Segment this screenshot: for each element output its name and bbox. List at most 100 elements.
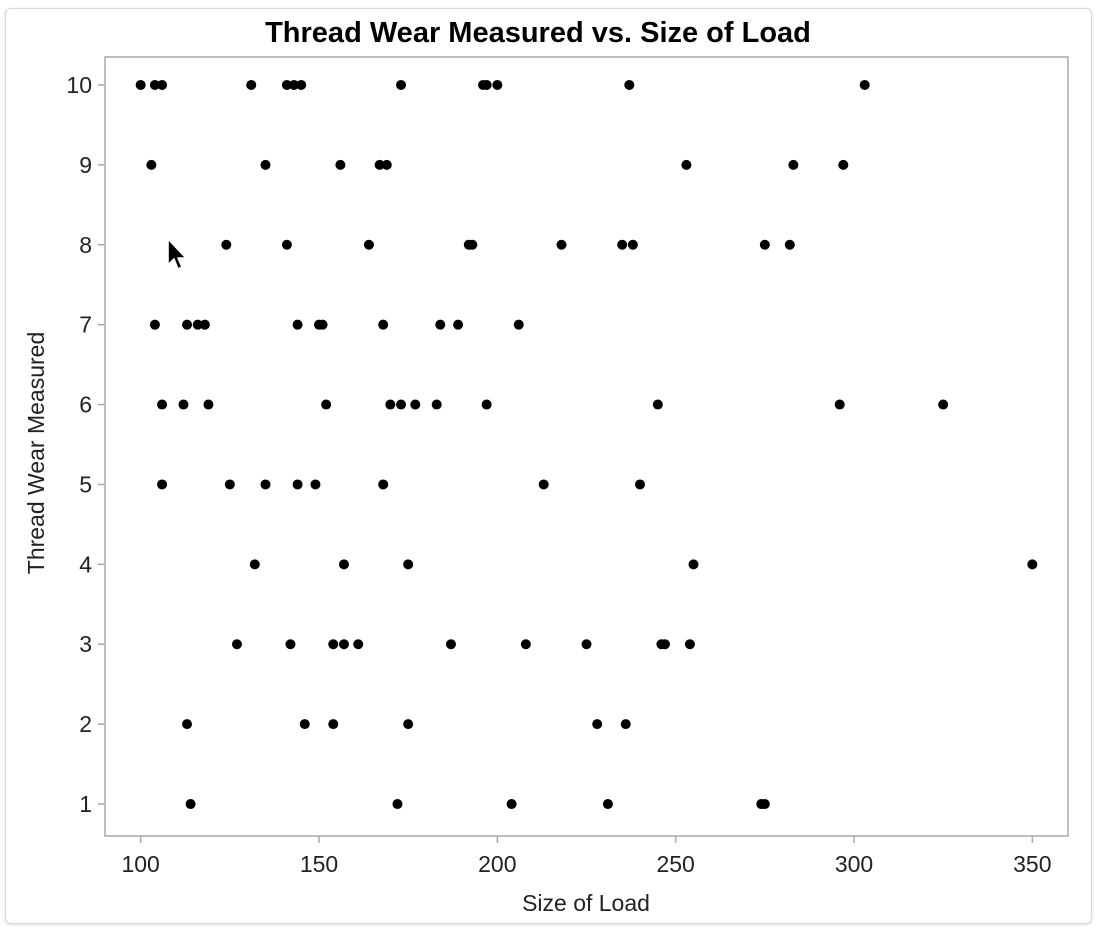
data-point — [538, 479, 549, 490]
data-point — [199, 319, 210, 330]
data-point — [224, 479, 235, 490]
data-point — [617, 239, 628, 250]
data-point — [246, 79, 257, 90]
data-point — [310, 479, 321, 490]
data-point — [363, 239, 374, 250]
data-point — [396, 79, 407, 90]
data-point — [652, 399, 663, 410]
data-point — [592, 719, 603, 730]
data-point — [520, 639, 531, 650]
data-point — [627, 239, 638, 250]
data-point — [178, 399, 189, 410]
data-point — [328, 719, 339, 730]
x-tick-label: 250 — [656, 851, 694, 877]
data-point — [403, 719, 414, 730]
data-point — [435, 319, 446, 330]
x-axis-label: Size of Load — [522, 890, 650, 916]
y-tick-label: 4 — [79, 551, 92, 577]
data-point — [381, 159, 392, 170]
x-axis: 100 150 200 250 300 350 — [121, 836, 1052, 877]
data-point — [182, 319, 193, 330]
data-point — [296, 79, 307, 90]
data-point — [378, 319, 389, 330]
data-point — [149, 79, 160, 90]
data-point — [659, 639, 670, 650]
data-point — [556, 239, 567, 250]
data-point — [581, 639, 592, 650]
data-point — [453, 319, 464, 330]
data-point — [431, 399, 442, 410]
data-point — [784, 239, 795, 250]
data-point — [149, 319, 160, 330]
y-axis-label: Thread Wear Measured — [23, 332, 49, 574]
data-point — [321, 399, 332, 410]
data-point — [292, 479, 303, 490]
y-tick-label: 10 — [66, 72, 92, 98]
data-point — [192, 319, 203, 330]
data-point — [249, 559, 260, 570]
data-point — [602, 799, 613, 810]
x-tick-label: 300 — [835, 851, 873, 877]
data-point — [157, 79, 168, 90]
data-point — [317, 319, 328, 330]
data-point — [157, 479, 168, 490]
data-point — [838, 159, 849, 170]
y-tick-label: 6 — [79, 392, 92, 418]
data-point — [492, 79, 503, 90]
x-tick-label: 200 — [478, 851, 516, 877]
data-point — [684, 639, 695, 650]
data-point — [506, 799, 517, 810]
y-tick-label: 1 — [79, 791, 92, 817]
x-tick-label: 350 — [1013, 851, 1051, 877]
data-point — [260, 159, 271, 170]
data-point — [759, 799, 770, 810]
y-tick-label: 8 — [79, 232, 92, 258]
data-point — [285, 639, 296, 650]
y-tick-label: 3 — [79, 631, 92, 657]
data-point — [396, 399, 407, 410]
y-axis: 1 2 3 4 5 6 7 8 9 10 — [66, 72, 105, 817]
data-point — [221, 239, 232, 250]
data-point — [185, 799, 196, 810]
data-point — [385, 399, 396, 410]
data-point — [338, 639, 349, 650]
data-point — [688, 559, 699, 570]
data-point — [289, 79, 300, 90]
y-tick-label: 9 — [79, 152, 92, 178]
y-tick-label: 2 — [79, 711, 92, 737]
data-point — [410, 399, 421, 410]
data-point — [338, 559, 349, 570]
bottom-strip — [0, 926, 1110, 942]
x-tick-label: 100 — [121, 851, 159, 877]
data-point — [759, 239, 770, 250]
data-point — [281, 79, 292, 90]
chart-title: Thread Wear Measured vs. Size of Load — [265, 17, 811, 49]
data-point — [157, 399, 168, 410]
mouse-cursor-icon — [167, 238, 187, 270]
data-point — [620, 719, 631, 730]
scatter-plot: 1 2 3 4 5 6 7 8 9 10 100 150 200 250 300 350 Thread We… — [23, 17, 1069, 916]
data-point — [859, 79, 870, 90]
data-point — [146, 159, 157, 170]
data-point — [624, 79, 635, 90]
plot-frame — [104, 56, 1069, 837]
data-point — [445, 639, 456, 650]
data-point — [231, 639, 242, 650]
data-point — [299, 719, 310, 730]
data-point — [392, 799, 403, 810]
data-point — [681, 159, 692, 170]
y-tick-label: 5 — [79, 471, 92, 497]
data-point — [353, 639, 364, 650]
data-point — [292, 319, 303, 330]
data-point — [1027, 559, 1038, 570]
data-point — [635, 479, 645, 490]
data-point — [374, 159, 385, 170]
data-point — [481, 79, 492, 90]
data-point — [203, 399, 214, 410]
data-point — [788, 159, 799, 170]
data-point — [403, 559, 414, 570]
data-point — [135, 79, 146, 90]
x-tick-label: 150 — [300, 851, 338, 877]
data-point — [834, 399, 845, 410]
data-point — [378, 479, 389, 490]
